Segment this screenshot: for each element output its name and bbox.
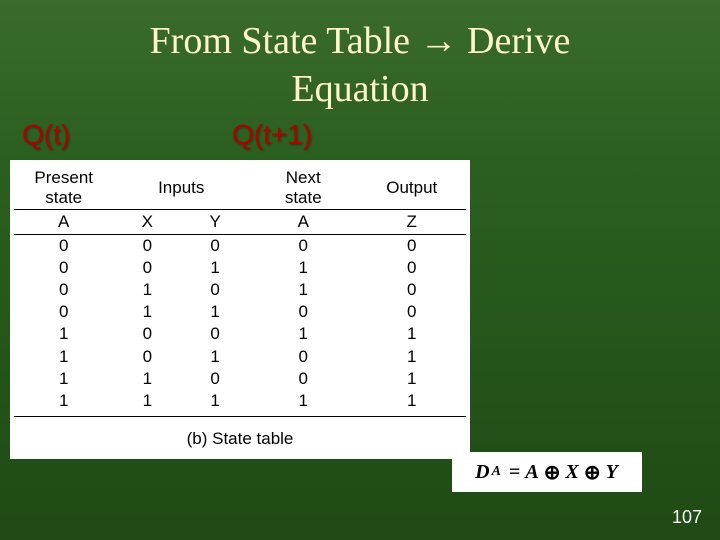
table-cell: 0 [358, 257, 467, 279]
eq-a: A [525, 461, 539, 484]
sub-y: Y [181, 210, 249, 235]
table-cell: 1 [181, 346, 249, 368]
table-cell: 1 [14, 368, 113, 390]
hdr-output: Output [358, 166, 467, 210]
table-row: 11001 [14, 368, 466, 390]
table-cell: 0 [14, 301, 113, 323]
table-cell: 0 [249, 301, 357, 323]
subheader-row: A X Y A Z [14, 210, 466, 235]
table-row: 00110 [14, 257, 466, 279]
eq-op1: ⊕ [544, 460, 562, 485]
hdr-present: Present state [14, 166, 113, 210]
table-cell: 1 [249, 323, 357, 345]
hdr-present-text: Present state [34, 168, 93, 207]
sub-output: Z [358, 210, 467, 235]
eq-c: Y [606, 461, 619, 484]
label-qt1: Q(t+1) [232, 119, 312, 151]
title-line2: Equation [291, 68, 428, 110]
eq-lhs-var: D [475, 461, 490, 484]
header-row: Present state Inputs Next state Output [14, 166, 466, 210]
table-cell: 1 [249, 257, 357, 279]
table-cell: 0 [113, 257, 181, 279]
slide-title: From State Table → Derive Equation [0, 0, 720, 113]
table-cell: 0 [358, 235, 467, 258]
table-cell: 0 [249, 368, 357, 390]
state-table: Present state Inputs Next state Output A… [14, 166, 466, 417]
table-cell: 1 [358, 368, 467, 390]
eq-equals: = [509, 461, 521, 484]
table-cell: 1 [249, 279, 357, 301]
table-row: 01100 [14, 301, 466, 323]
table-row: 00000 [14, 235, 466, 258]
table-cell: 0 [249, 346, 357, 368]
table-cell: 0 [113, 323, 181, 345]
table-cell: 1 [113, 390, 181, 417]
table-row: 10101 [14, 346, 466, 368]
table-cell: 1 [181, 390, 249, 417]
table-cell: 1 [181, 257, 249, 279]
table-cell: 1 [113, 301, 181, 323]
table-cell: 0 [181, 279, 249, 301]
eq-op2: ⊕ [584, 460, 602, 485]
table-cell: 0 [113, 235, 181, 258]
hdr-next: Next state [249, 166, 357, 210]
table-cell: 0 [358, 279, 467, 301]
table-cell: 1 [14, 323, 113, 345]
table-cell: 1 [358, 390, 467, 417]
title-line1: From State Table → Derive [150, 20, 571, 62]
label-qt: Q(t) [22, 119, 70, 151]
eq-b: X [565, 461, 579, 484]
hdr-next-text: Next state [285, 168, 322, 207]
table-caption: (b) State table [14, 429, 466, 449]
table-cell: 1 [14, 346, 113, 368]
hdr-inputs: Inputs [113, 166, 249, 210]
table-row: 01010 [14, 279, 466, 301]
table-cell: 1 [113, 279, 181, 301]
equation-box: DA = A ⊕ X ⊕ Y [452, 452, 642, 492]
table-row: 11111 [14, 390, 466, 417]
table-cell: 0 [14, 235, 113, 258]
table-cell: 1 [113, 368, 181, 390]
sub-next: A [249, 210, 357, 235]
data-body: 0000000110010100110010011101011100111111 [14, 235, 466, 417]
table-cell: 0 [14, 257, 113, 279]
table-cell: 1 [14, 390, 113, 417]
table-cell: 0 [358, 301, 467, 323]
table-cell: 1 [181, 301, 249, 323]
eq-lhs-sub: A [492, 464, 502, 480]
table-cell: 0 [181, 368, 249, 390]
sub-present: A [14, 210, 113, 235]
table-cell: 1 [358, 346, 467, 368]
slide-number: 107 [672, 507, 702, 528]
table-cell: 0 [249, 235, 357, 258]
table-cell: 1 [358, 323, 467, 345]
table-row: 10011 [14, 323, 466, 345]
table-cell: 0 [113, 346, 181, 368]
table-cell: 0 [14, 279, 113, 301]
table-cell: 1 [249, 390, 357, 417]
table-cell: 0 [181, 235, 249, 258]
table-cell: 0 [181, 323, 249, 345]
sub-x: X [113, 210, 181, 235]
state-table-panel: Present state Inputs Next state Output A… [10, 160, 470, 459]
